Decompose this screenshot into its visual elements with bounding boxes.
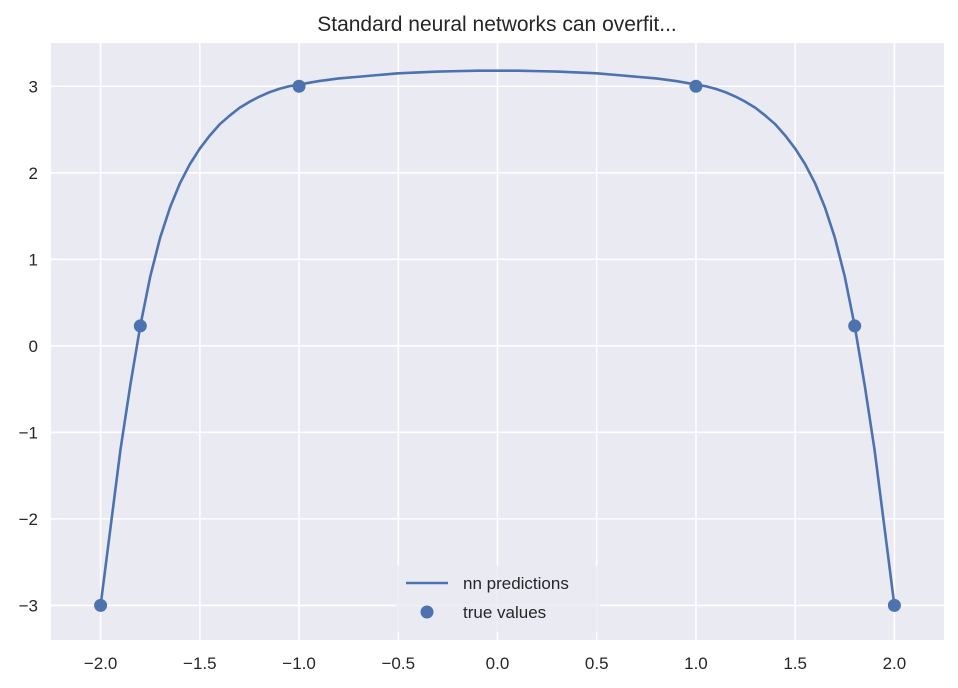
legend-label-nn-predictions: nn predictions: [463, 574, 569, 593]
y-tick-label: 0: [29, 337, 38, 356]
y-axis: −3 −2 −1 0 1 2 3: [19, 77, 38, 615]
y-tick-label: −3: [19, 596, 38, 615]
y-tick-label: 2: [29, 164, 38, 183]
legend-label-true-values: true values: [463, 603, 546, 622]
x-tick-label: 1.0: [684, 654, 708, 673]
series-line-nn-predictions: [99, 69, 896, 606]
scatter-point-true-value: [94, 598, 108, 612]
legend-dot-marker: [420, 605, 434, 619]
scatter-point-true-value: [848, 319, 862, 333]
x-tick-label: −1.5: [183, 654, 217, 673]
series-layer: [94, 69, 901, 612]
y-tick-label: 3: [29, 77, 38, 96]
chart-title: Standard neural networks can overfit...: [317, 13, 677, 36]
scatter-point-true-value: [887, 598, 901, 612]
scatter-point-true-value: [689, 79, 703, 93]
x-tick-label: 1.5: [783, 654, 807, 673]
legend: nn predictions true values: [396, 566, 600, 632]
scatter-point-true-value: [133, 319, 147, 333]
x-tick-label: 0.5: [585, 654, 609, 673]
scatter-point-true-value: [292, 79, 306, 93]
x-tick-label: 2.0: [883, 654, 907, 673]
y-tick-label: 1: [29, 250, 38, 269]
legend-box: [396, 566, 600, 632]
x-tick-label: −1.0: [282, 654, 316, 673]
y-tick-label: −2: [19, 510, 38, 529]
y-tick-label: −1: [19, 423, 38, 442]
x-tick-label: −0.5: [381, 654, 415, 673]
x-axis: −2.0 −1.5 −1.0 −0.5 0.0 0.5 1.0 1.5 2.0: [84, 654, 906, 673]
x-tick-label: −2.0: [84, 654, 118, 673]
x-tick-label: 0.0: [486, 654, 510, 673]
